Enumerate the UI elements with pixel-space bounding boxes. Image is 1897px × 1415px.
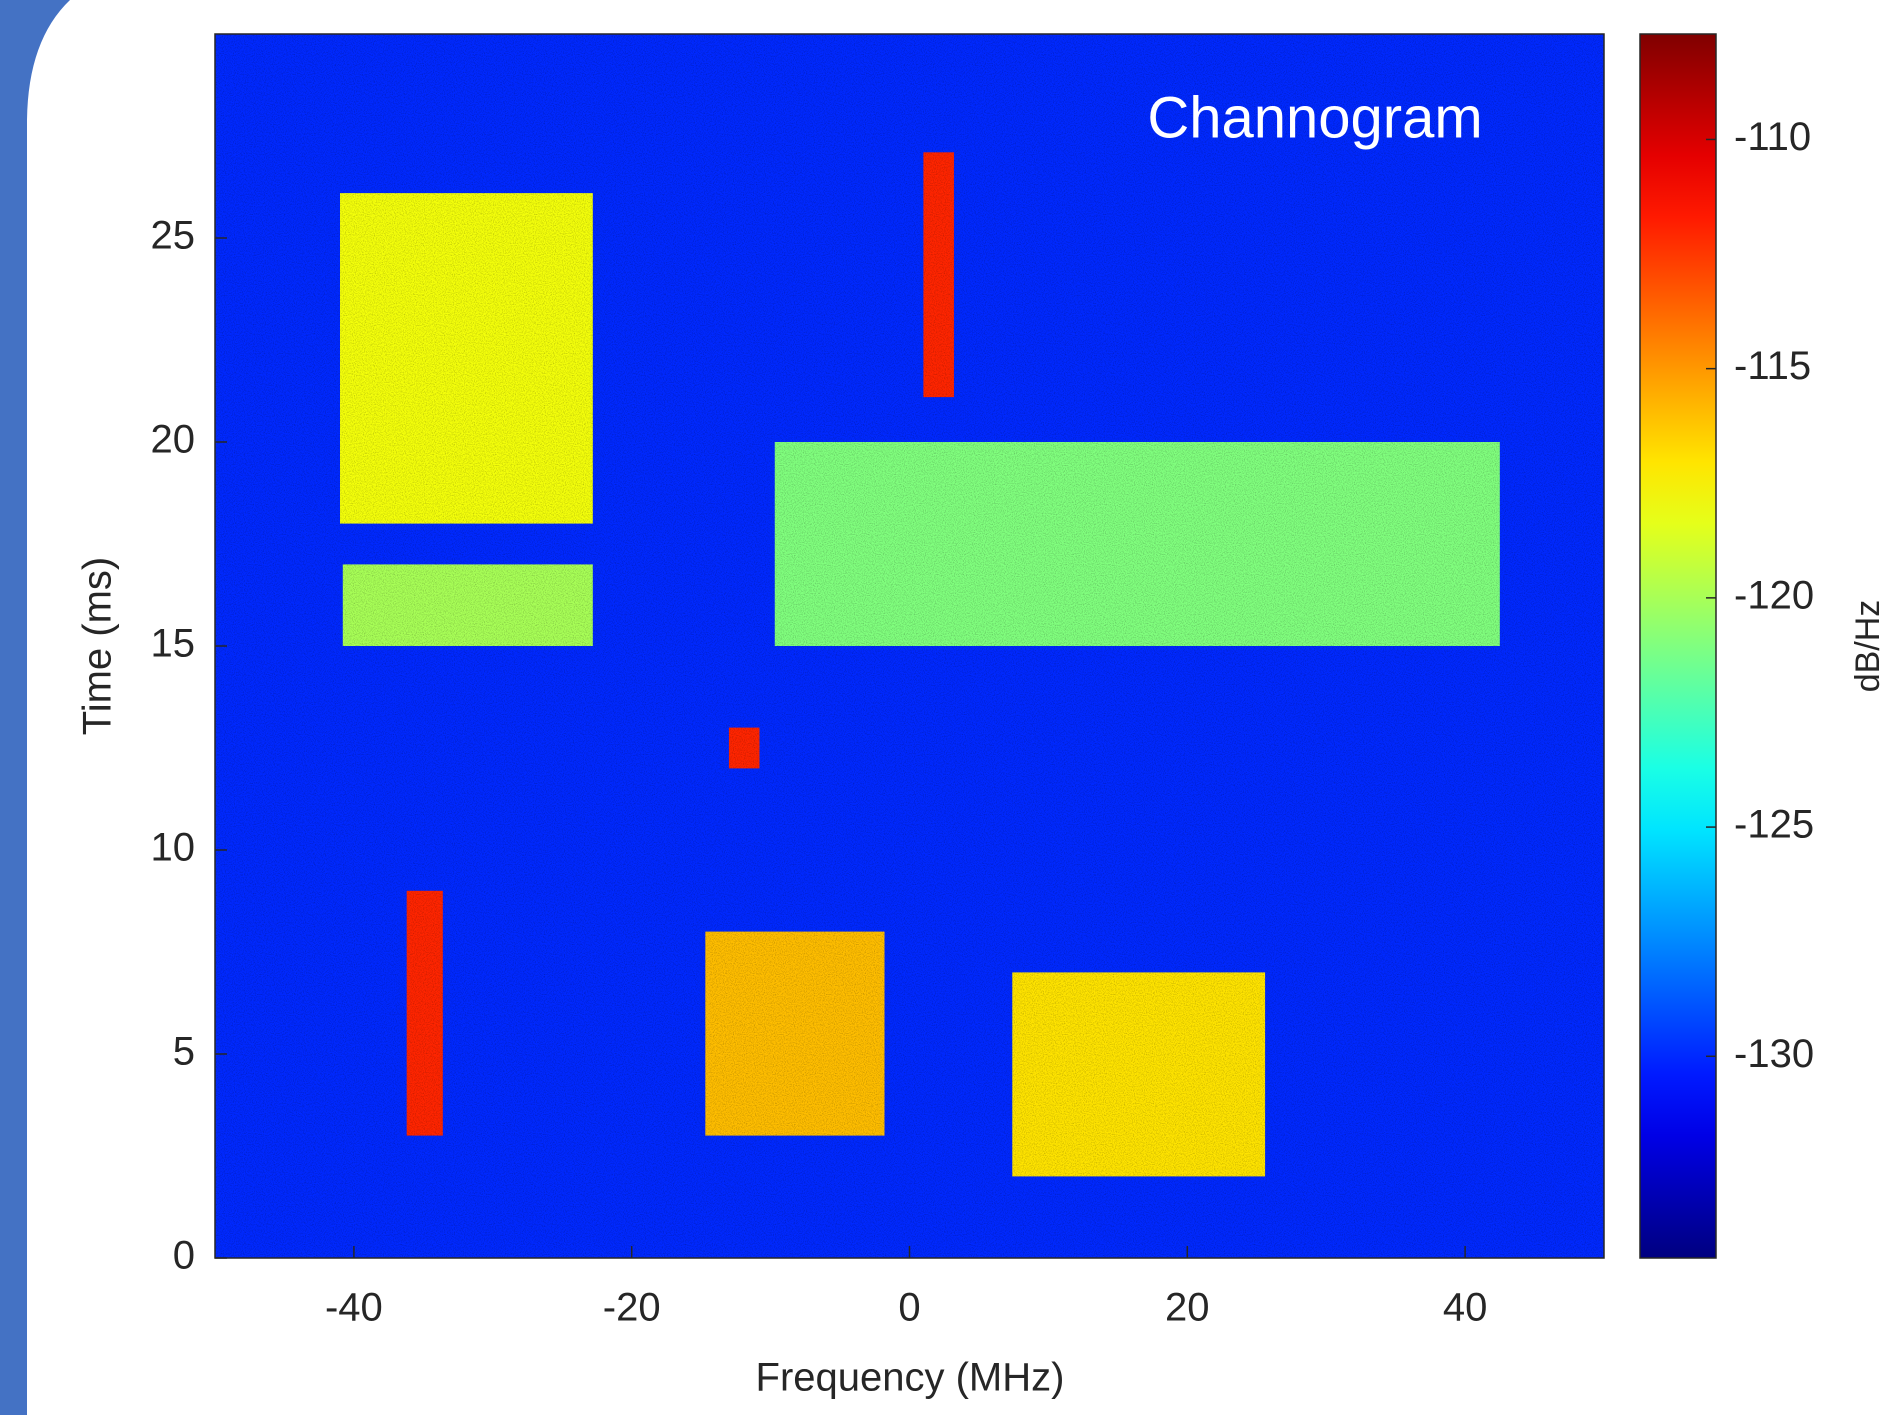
noise-texture (215, 34, 1604, 1258)
colorbar-tick-label: -125 (1734, 803, 1814, 847)
plot-area (215, 34, 1604, 1258)
y-axis-label: Time (ms) (76, 557, 120, 735)
colorbar-label: dB/Hz (1849, 600, 1887, 693)
x-tick-label: -40 (325, 1286, 383, 1330)
y-tick-label: 20 (151, 418, 196, 462)
colorbar-tick-label: -110 (1734, 115, 1811, 159)
colorbar-tick-label: -130 (1734, 1032, 1814, 1076)
colorbar (1639, 33, 1717, 1259)
x-axis-label: Frequency (MHz) (756, 1356, 1065, 1400)
y-tick-label: 5 (173, 1030, 195, 1074)
y-tick-label: 15 (151, 622, 196, 666)
annotation: Channogram (1147, 85, 1482, 150)
colorbar-tick-label: -120 (1734, 573, 1814, 617)
x-tick-label: 20 (1165, 1286, 1210, 1330)
x-tick-label: -20 (603, 1286, 661, 1330)
y-tick-label: 0 (173, 1234, 195, 1278)
y-tick-label: 10 (151, 826, 196, 870)
x-tick-label: 0 (898, 1286, 920, 1330)
slide-edge (0, 0, 70, 1415)
colorbar-tick-label: -115 (1734, 344, 1811, 388)
y-tick-label: 25 (151, 214, 196, 258)
x-tick-label: 40 (1443, 1286, 1488, 1330)
